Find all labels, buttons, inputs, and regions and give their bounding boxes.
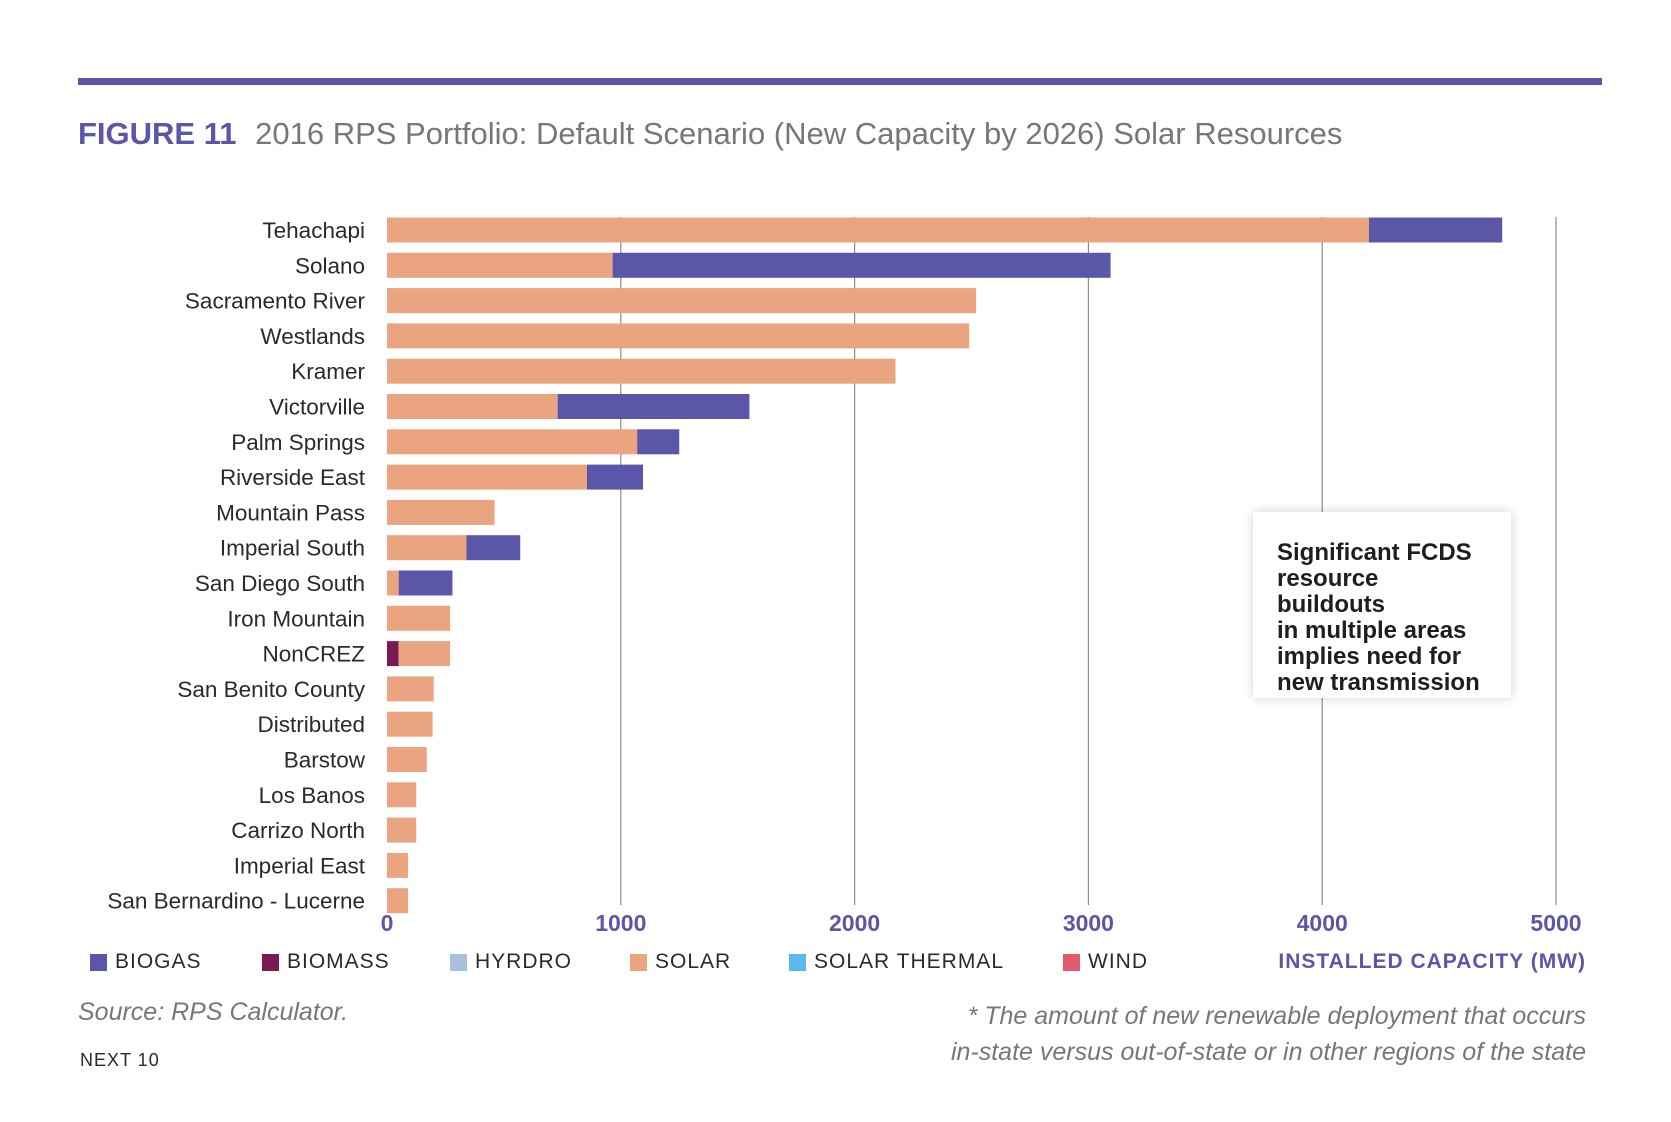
- legend-swatch: [1063, 953, 1080, 971]
- category-label: Sacramento River: [185, 289, 366, 314]
- category-label: Victorville: [269, 395, 365, 420]
- category-label: Riverside East: [220, 465, 366, 490]
- bar-biogas: [398, 570, 453, 596]
- callout-line: new transmission: [1277, 669, 1480, 696]
- category-label: Palm Springs: [231, 430, 365, 455]
- category-label: Mountain Pass: [216, 500, 365, 525]
- bar-biogas: [637, 429, 680, 455]
- bar-solar: [387, 676, 434, 702]
- bars: [387, 217, 1503, 914]
- bar-solar: [387, 817, 417, 843]
- category-label: Solano: [295, 253, 365, 278]
- x-axis-title: INSTALLED CAPACITY (MW): [1278, 950, 1586, 973]
- footnote: * The amount of new renewable deployment…: [826, 998, 1586, 1070]
- source-note: Source: RPS Calculator.: [78, 998, 349, 1026]
- x-tick-label: 5000: [1530, 910, 1581, 936]
- x-tick-labels: 0 1000 2000 3000 4000 5000: [381, 910, 1582, 936]
- category-label: Imperial South: [220, 536, 365, 561]
- figure-number: FIGURE 11: [78, 116, 237, 151]
- category-label: San Diego South: [195, 571, 365, 596]
- category-label: Los Banos: [259, 783, 365, 808]
- legend-item: BIOGAS: [90, 950, 202, 974]
- legend-label: BIOMASS: [287, 950, 390, 973]
- legend-swatch: [90, 953, 107, 971]
- category-label: Carrizo North: [231, 818, 365, 843]
- legend-label: SOLAR THERMAL: [814, 950, 1004, 973]
- bar-biogas: [557, 394, 750, 419]
- bar-biogas: [1368, 217, 1503, 243]
- legend-label: HYRDRO: [475, 950, 573, 973]
- category-labels: Tehachapi Solano Sacramento River Westlands…: [107, 218, 365, 914]
- bar-solar: [387, 323, 970, 349]
- bar-solar: [387, 358, 896, 384]
- top-rule: [78, 78, 1602, 85]
- legend-label: SOLAR: [655, 950, 732, 973]
- callout-box: Significant FCDS resource buildouts in m…: [1253, 512, 1511, 698]
- category-label: Tehachapi: [262, 218, 365, 243]
- footnote-line: in-state versus out-of-state or in other…: [950, 1038, 1586, 1066]
- figure-title: FIGURE 11 2016 RPS Portfolio: Default Sc…: [78, 116, 1342, 152]
- x-tick-label: 3000: [1063, 910, 1114, 936]
- figure-title-text: 2016 RPS Portfolio: Default Scenario (Ne…: [255, 116, 1343, 151]
- legend-item: WIND: [1063, 950, 1148, 974]
- page-footer: NEXT 10: [80, 1050, 160, 1070]
- bar-solar: [387, 747, 427, 772]
- bar-solar: [387, 464, 587, 490]
- bar-solar: [387, 217, 1369, 243]
- bar-biogas: [612, 252, 1111, 278]
- category-label: Barstow: [284, 748, 366, 773]
- bar-solar: [387, 288, 977, 314]
- bar-solar: [387, 605, 451, 631]
- bar-solar: [387, 782, 417, 808]
- callout-line: resource buildouts: [1277, 565, 1385, 618]
- bar-solar: [387, 394, 558, 419]
- callout-line: implies need for: [1277, 643, 1462, 670]
- bar-solar: [387, 852, 409, 878]
- category-label: San Bernardino - Lucerne: [107, 889, 365, 914]
- legend-item: SOLAR: [630, 950, 731, 974]
- bar-solar: [387, 535, 467, 561]
- x-tick-label: 2000: [829, 910, 880, 936]
- bar-biomass: [387, 641, 399, 667]
- legend-label: BIOGAS: [115, 950, 202, 973]
- category-label: Imperial East: [234, 853, 366, 878]
- category-label: San Benito County: [177, 677, 365, 702]
- legend-swatch: [789, 953, 806, 971]
- legend-swatch: [262, 953, 279, 971]
- legend-label: WIND: [1088, 950, 1148, 973]
- legend-item: HYRDRO: [450, 950, 572, 974]
- category-label: Iron Mountain: [227, 606, 365, 631]
- legend-item: BIOMASS: [262, 950, 390, 974]
- callout-line: in multiple areas: [1277, 617, 1467, 644]
- legend-item: SOLAR THERMAL: [789, 950, 1004, 974]
- x-tick-label: 1000: [595, 910, 646, 936]
- legend-swatch: [630, 953, 647, 971]
- footnote-line: * The amount of new renewable deployment…: [967, 1002, 1586, 1030]
- category-label: Distributed: [257, 712, 365, 737]
- bar-solar: [387, 570, 399, 596]
- callout-line: Significant FCDS: [1277, 539, 1472, 566]
- category-label: Kramer: [291, 359, 365, 384]
- bar-biogas: [586, 464, 644, 490]
- bar-solar: [387, 499, 495, 525]
- category-label: NonCREZ: [262, 642, 365, 667]
- bar-solar: [387, 888, 409, 914]
- x-tick-label: 0: [381, 910, 394, 936]
- category-label: Westlands: [260, 324, 365, 349]
- bar-biogas: [466, 535, 521, 561]
- legend-swatch: [450, 953, 467, 971]
- bar-solar: [387, 429, 638, 455]
- bar-solar: [387, 711, 433, 737]
- bar-solar: [387, 252, 613, 278]
- x-tick-label: 4000: [1297, 910, 1348, 936]
- bar-solar: [398, 641, 451, 667]
